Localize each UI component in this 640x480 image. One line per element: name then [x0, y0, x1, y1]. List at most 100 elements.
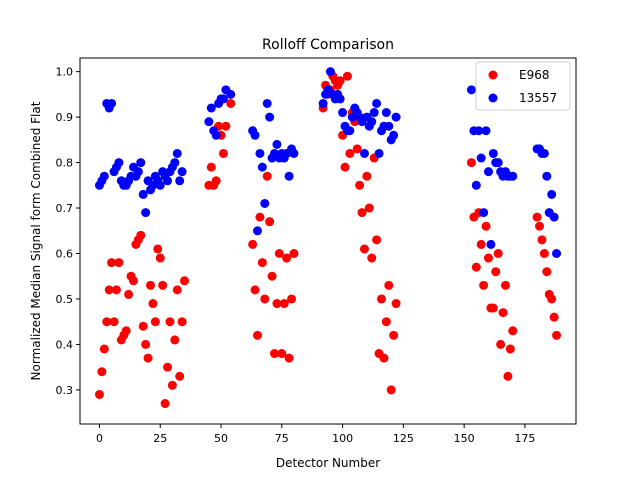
data-point	[355, 180, 365, 190]
data-point	[493, 158, 503, 168]
legend-label-13557: 13557	[519, 91, 557, 105]
data-point	[542, 171, 552, 181]
y-tick-label: 0.7	[56, 202, 74, 215]
data-point	[150, 317, 160, 327]
data-point	[279, 299, 289, 309]
data-point	[260, 294, 270, 304]
data-point	[204, 117, 214, 127]
data-point	[552, 330, 562, 340]
x-axis: 0 25 50 75 100 125 150 175	[96, 424, 535, 445]
data-point	[491, 267, 501, 277]
data-point	[255, 148, 265, 158]
data-point	[539, 249, 549, 258]
data-point	[384, 121, 394, 131]
data-point	[547, 189, 557, 199]
data-point	[128, 276, 138, 286]
data-point	[102, 317, 112, 327]
data-point	[483, 167, 493, 177]
data-point	[248, 239, 258, 249]
data-point	[146, 280, 156, 290]
data-point	[318, 98, 328, 108]
data-point	[372, 235, 382, 245]
data-point	[177, 167, 187, 177]
x-tick-label: 0	[96, 432, 103, 445]
data-point	[381, 317, 391, 327]
y-tick-label: 0.9	[56, 111, 74, 124]
data-point	[111, 285, 121, 295]
data-point	[284, 171, 294, 181]
data-point	[481, 126, 491, 136]
data-point	[252, 330, 262, 340]
series-e968	[94, 71, 562, 409]
data-point	[121, 326, 131, 336]
data-point	[267, 271, 277, 281]
data-point	[552, 249, 562, 258]
data-point	[391, 112, 401, 122]
data-point	[211, 176, 221, 186]
x-axis-label: Detector Number	[276, 456, 380, 470]
data-point	[282, 253, 292, 263]
data-point	[250, 285, 260, 295]
data-point	[104, 285, 114, 295]
data-point	[141, 208, 151, 218]
data-point	[99, 344, 109, 354]
data-point	[488, 148, 498, 158]
data-point	[206, 103, 216, 113]
data-point	[160, 399, 170, 409]
data-point	[340, 162, 350, 172]
data-point	[381, 108, 391, 118]
data-point	[335, 94, 345, 104]
data-point	[287, 294, 297, 304]
data-point	[547, 294, 557, 304]
data-point	[163, 362, 173, 372]
data-point	[107, 98, 117, 108]
data-point	[474, 126, 484, 136]
legend: E968 13557	[475, 61, 571, 111]
data-point	[466, 85, 476, 95]
x-tick-label: 75	[275, 432, 289, 445]
x-tick-label: 25	[153, 432, 167, 445]
data-point	[369, 108, 379, 118]
data-point	[483, 253, 493, 263]
data-point	[505, 344, 515, 354]
data-point	[172, 285, 182, 295]
data-point	[357, 208, 367, 218]
data-point	[471, 262, 481, 272]
plot-frame	[79, 57, 577, 425]
data-point	[260, 198, 270, 208]
data-point	[535, 221, 545, 231]
data-point	[476, 153, 486, 163]
data-point	[342, 71, 352, 81]
data-point	[177, 317, 187, 327]
data-point	[257, 258, 267, 268]
data-point	[367, 253, 377, 263]
data-point	[163, 176, 173, 186]
data-point	[493, 249, 503, 258]
data-point	[167, 380, 177, 390]
data-point	[374, 148, 384, 158]
data-point	[325, 67, 335, 77]
data-point	[226, 98, 236, 108]
data-point	[508, 326, 518, 336]
y-tick-label: 1.0	[56, 66, 74, 79]
data-point	[500, 280, 510, 290]
data-point	[270, 349, 280, 359]
data-point	[211, 130, 221, 140]
data-point	[226, 89, 236, 99]
y-tick-label: 0.5	[56, 293, 74, 306]
data-point	[143, 353, 153, 363]
x-tick-label: 125	[393, 432, 414, 445]
data-point	[133, 167, 143, 177]
data-point	[549, 312, 559, 322]
data-point	[218, 94, 228, 104]
data-point	[148, 299, 158, 309]
data-point	[542, 267, 552, 277]
data-point	[170, 335, 180, 345]
data-point	[284, 353, 294, 363]
data-point	[165, 317, 175, 327]
data-point	[138, 189, 148, 199]
data-point	[250, 130, 260, 140]
data-point	[367, 117, 377, 127]
data-point	[172, 148, 182, 158]
